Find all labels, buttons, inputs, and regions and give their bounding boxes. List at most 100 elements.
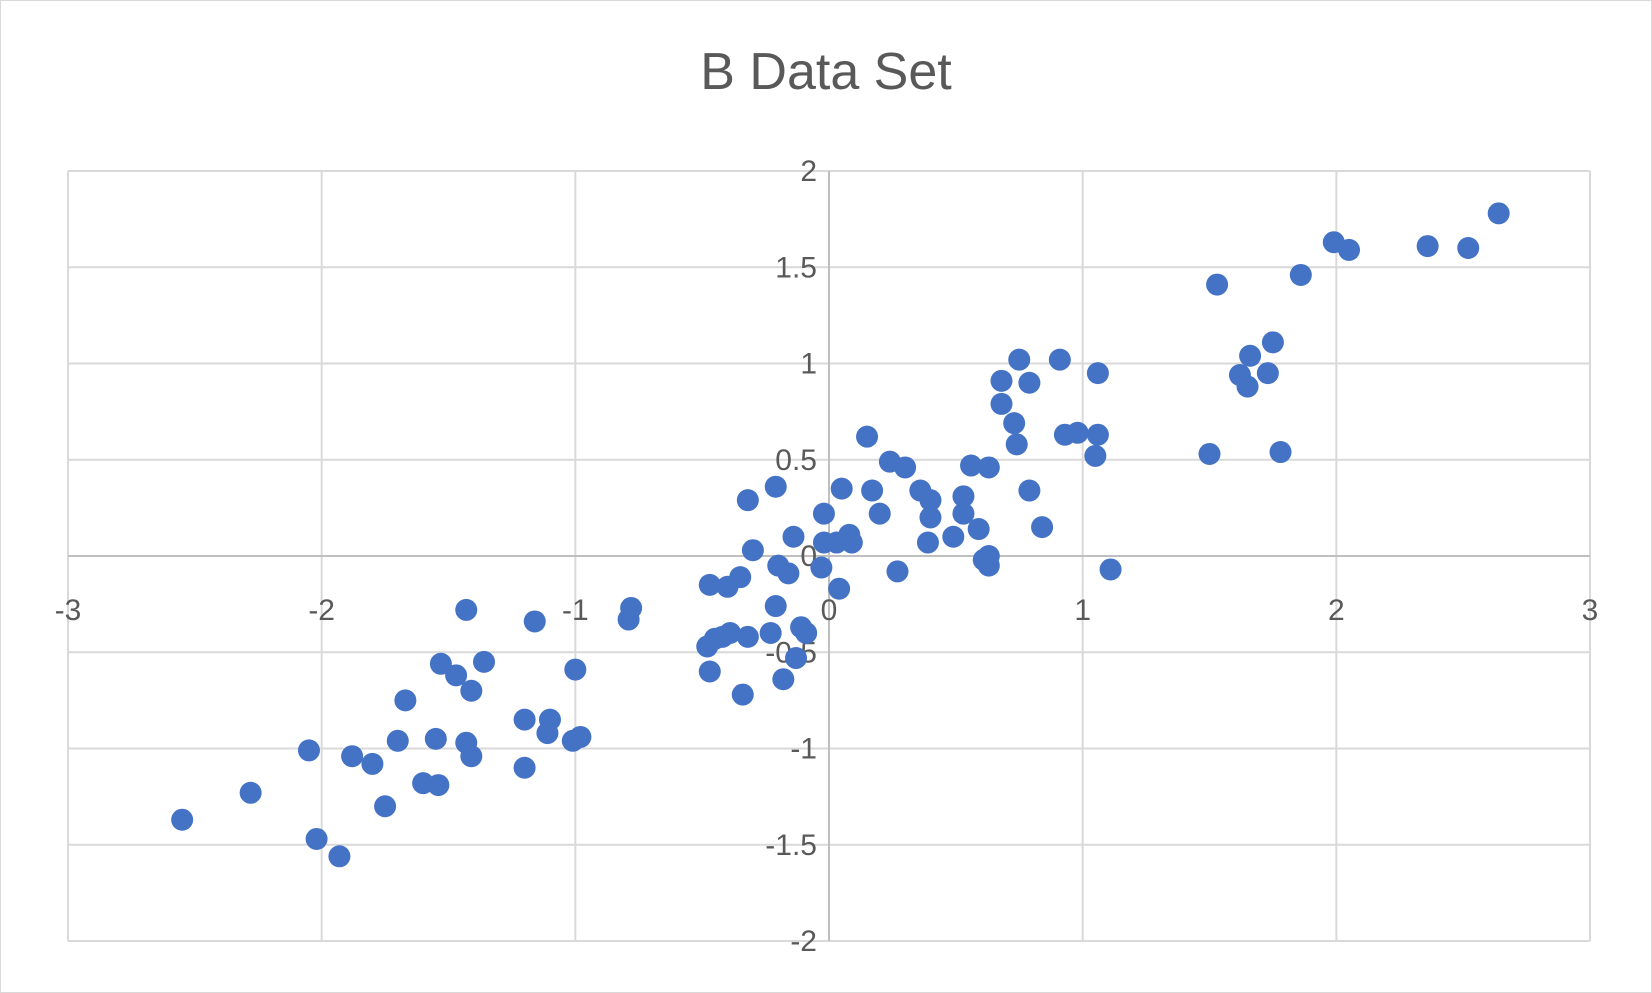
scatter-point — [1261, 331, 1284, 354]
scatter-point — [569, 725, 592, 748]
scatter-point — [1086, 423, 1109, 446]
scatter-point — [1048, 348, 1071, 371]
scatter-point — [1206, 273, 1229, 296]
scatter-point — [1416, 235, 1439, 258]
scatter-point — [977, 554, 1000, 577]
scatter-point — [1198, 442, 1221, 465]
x-tick-label: 3 — [1582, 594, 1599, 627]
scatter-point — [894, 456, 917, 479]
scatter-point — [868, 502, 891, 525]
scatter-point — [1338, 238, 1361, 261]
scatter-point — [1256, 362, 1279, 385]
x-tick-label: -1 — [562, 594, 589, 627]
scatter-point — [1457, 237, 1480, 259]
scatter-point — [1031, 516, 1054, 539]
scatter-point — [1066, 421, 1089, 444]
scatter-point — [473, 650, 496, 673]
y-tick-label: 0.5 — [775, 444, 817, 477]
y-tick-label: 2 — [800, 155, 817, 188]
scatter-point — [564, 658, 587, 681]
scatter-point — [427, 774, 450, 797]
scatter-point — [764, 475, 787, 498]
scatter-point — [919, 489, 942, 512]
scatter-point — [785, 647, 808, 670]
scatter-point — [731, 683, 754, 706]
axes — [68, 171, 1590, 941]
scatter-point — [386, 729, 409, 752]
scatter-point — [455, 598, 478, 621]
x-tick-label: 1 — [1074, 594, 1091, 627]
scatter-point — [297, 739, 320, 762]
scatter-point — [812, 502, 835, 525]
y-tick-label: 1 — [800, 348, 817, 381]
scatter-point — [736, 489, 759, 512]
scatter-point — [916, 531, 939, 554]
scatter-point — [374, 795, 397, 818]
scatter-point — [445, 664, 468, 687]
scatter-point — [513, 708, 536, 731]
scatter-point — [840, 531, 863, 554]
scatter-point — [361, 752, 384, 775]
scatter-point — [759, 622, 782, 644]
scatter-point — [424, 727, 447, 750]
data-points — [171, 202, 1510, 868]
scatter-point — [394, 689, 417, 712]
scatter-point — [1269, 441, 1292, 464]
scatter-point — [729, 566, 752, 589]
scatter-point — [736, 625, 759, 648]
scatter-point — [977, 456, 1000, 479]
scatter-point — [1003, 412, 1026, 435]
scatter-point — [861, 479, 884, 502]
scatter-point — [1018, 371, 1041, 394]
scatter-point — [429, 652, 452, 675]
scatter-point — [328, 845, 351, 868]
scatter-point — [1487, 202, 1510, 225]
scatter-point — [698, 660, 721, 683]
scatter-point — [1084, 444, 1107, 467]
scatter-point — [1086, 362, 1109, 385]
scatter-point — [617, 608, 640, 631]
scatter-point — [239, 781, 262, 804]
scatter-point — [990, 392, 1013, 415]
scatter-point — [698, 573, 721, 596]
x-tick-label: 0 — [821, 594, 838, 627]
y-tick-label: 1.5 — [775, 251, 817, 284]
scatter-point — [795, 622, 818, 644]
chart-title: B Data Set — [700, 43, 952, 101]
scatter-point — [960, 454, 983, 477]
scatter-point — [1239, 344, 1262, 367]
scatter-point — [171, 808, 194, 831]
scatter-point — [719, 622, 742, 644]
scatter-point — [1018, 479, 1041, 502]
x-tick-label: 2 — [1328, 594, 1345, 627]
scatter-point — [1099, 558, 1122, 581]
scatter-point — [810, 556, 833, 579]
scatter-point — [1008, 348, 1031, 371]
scatter-point — [460, 679, 483, 702]
scatter-point — [990, 369, 1013, 392]
x-tick-label: -2 — [308, 594, 335, 627]
scatter-point — [341, 745, 364, 768]
scatter-point — [952, 502, 975, 525]
scatter-point — [919, 506, 942, 529]
x-tick-label: -3 — [55, 594, 82, 627]
scatter-point — [942, 525, 965, 548]
scatter-point — [460, 745, 483, 768]
y-tick-label: -1.5 — [765, 829, 817, 862]
scatter-point — [523, 610, 546, 633]
scatter-point — [856, 425, 879, 448]
y-tick-label: -1 — [790, 733, 817, 766]
y-tick-label: -2 — [790, 925, 817, 958]
scatter-point — [952, 485, 975, 508]
scatter-point — [536, 722, 559, 745]
scatter-point — [777, 562, 800, 585]
scatter-point — [782, 525, 805, 548]
scatter-point — [828, 577, 851, 600]
scatter-point — [305, 827, 328, 850]
scatter-point — [886, 560, 909, 583]
scatter-point — [741, 539, 764, 562]
scatter-point — [1289, 263, 1312, 286]
scatter-point — [1005, 433, 1028, 456]
